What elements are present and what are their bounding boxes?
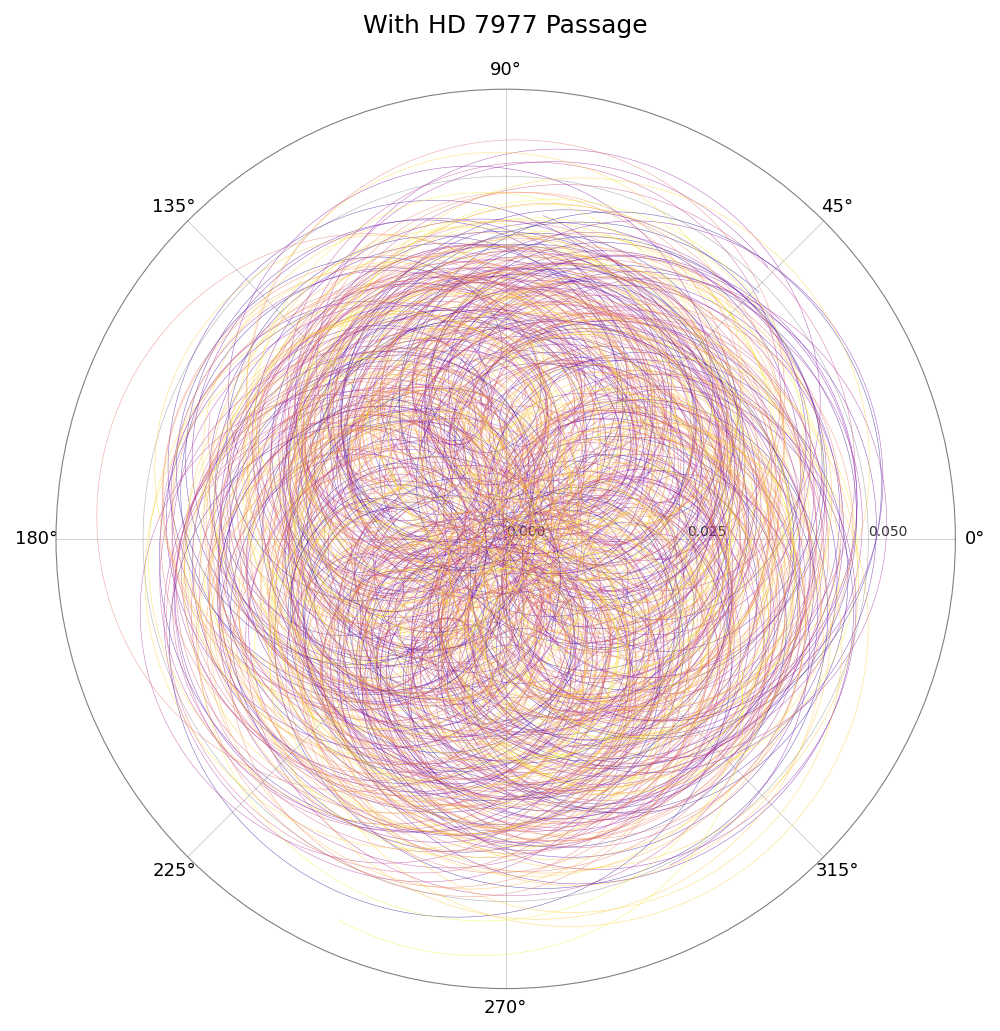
Title: With HD 7977 Passage: With HD 7977 Passage	[363, 14, 648, 38]
